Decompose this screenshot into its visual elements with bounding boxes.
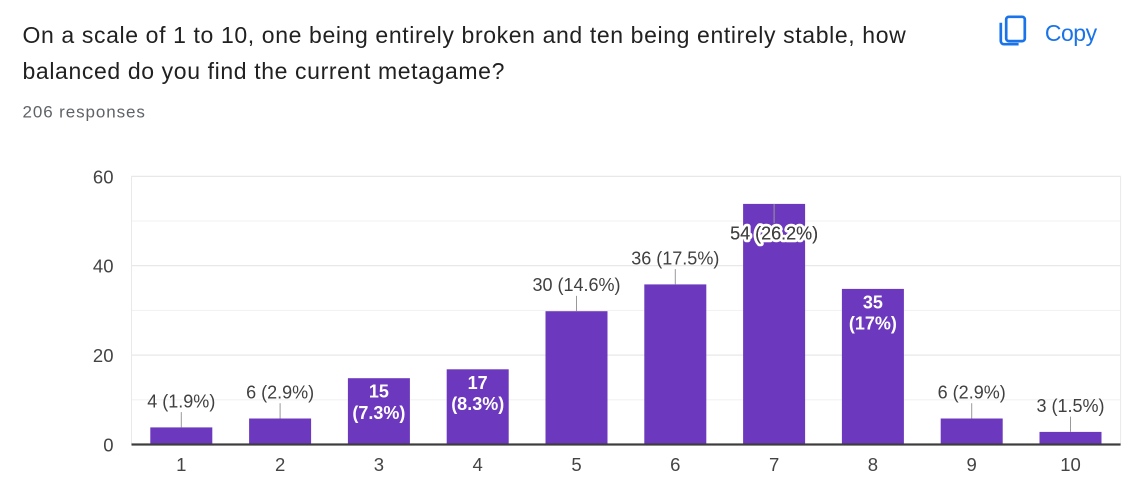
svg-text:10: 10 — [1060, 454, 1081, 475]
svg-text:On a scale of 1 to 10, one bei: On a scale of 1 to 10, one being entirel… — [23, 22, 907, 48]
svg-text:balanced do you find the curre: balanced do you find the current metagam… — [23, 58, 506, 84]
svg-text:6 (2.9%): 6 (2.9%) — [246, 383, 314, 403]
svg-text:15: 15 — [369, 382, 389, 402]
svg-text:4: 4 — [473, 454, 483, 475]
svg-text:0: 0 — [103, 435, 113, 456]
svg-text:(8.3%): (8.3%) — [451, 394, 504, 414]
svg-text:(17%): (17%) — [849, 314, 897, 334]
svg-text:9: 9 — [967, 454, 977, 475]
svg-text:8: 8 — [868, 454, 878, 475]
svg-text:17: 17 — [468, 373, 488, 393]
svg-text:60: 60 — [93, 166, 114, 187]
svg-text:1: 1 — [176, 454, 186, 475]
svg-text:(7.3%): (7.3%) — [352, 403, 405, 423]
svg-text:36 (17.5%): 36 (17.5%) — [631, 248, 719, 268]
svg-text:6 (2.9%): 6 (2.9%) — [938, 383, 1006, 403]
svg-text:3 (1.5%): 3 (1.5%) — [1036, 396, 1104, 416]
svg-text:6: 6 — [670, 454, 680, 475]
svg-text:30 (14.6%): 30 (14.6%) — [532, 275, 620, 295]
svg-text:54 (26.2%): 54 (26.2%) — [730, 224, 818, 244]
svg-text:Copy: Copy — [1045, 20, 1098, 46]
svg-text:7: 7 — [769, 454, 779, 475]
svg-text:54 (26.2%): 54 (26.2%) — [730, 224, 818, 244]
svg-text:2: 2 — [275, 454, 285, 475]
svg-text:5: 5 — [571, 454, 581, 475]
svg-text:20: 20 — [93, 345, 114, 366]
svg-text:35: 35 — [863, 292, 883, 312]
svg-text:40: 40 — [93, 256, 114, 277]
svg-text:206 responses: 206 responses — [23, 102, 146, 121]
svg-text:4 (1.9%): 4 (1.9%) — [147, 391, 215, 411]
svg-text:3: 3 — [374, 454, 384, 475]
